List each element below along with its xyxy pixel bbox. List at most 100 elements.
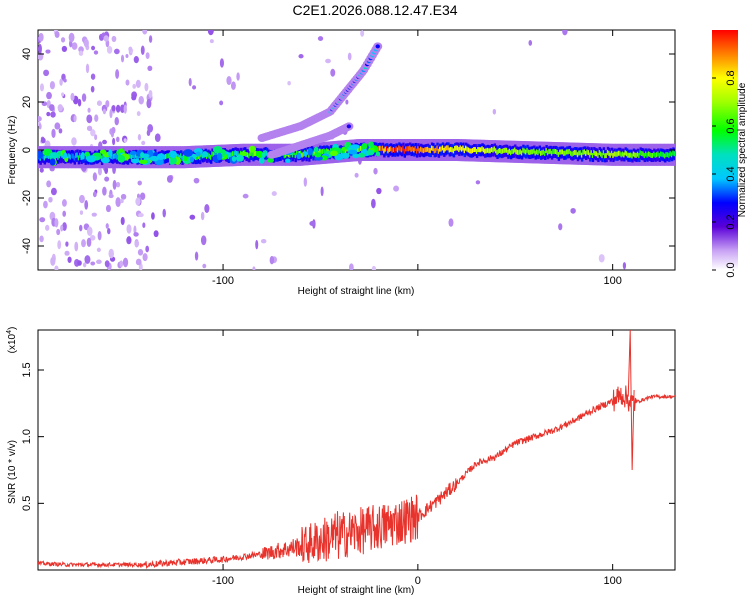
noise-speck	[119, 260, 124, 268]
band-core	[572, 150, 576, 156]
band-core	[665, 152, 668, 158]
band-core	[554, 149, 558, 155]
band-core	[519, 149, 522, 155]
noise-speck	[81, 239, 86, 248]
band-core	[564, 150, 567, 156]
band-core	[163, 154, 167, 160]
noise-speck	[134, 240, 140, 247]
noise-speck	[79, 210, 84, 215]
band-core	[559, 149, 562, 155]
spectrogram-xlabel: Height of straight line (km)	[298, 286, 415, 297]
x-tick-label: -100	[212, 575, 234, 587]
noise-speck	[54, 31, 60, 38]
band-core	[250, 150, 254, 156]
noise-speck	[86, 237, 92, 248]
band-core	[429, 148, 432, 154]
band-core	[623, 152, 626, 158]
band-blob	[94, 156, 100, 161]
noise-speck	[192, 85, 197, 90]
band-core	[582, 149, 585, 155]
band-core	[574, 150, 577, 156]
band-blob	[157, 153, 165, 160]
band-core	[568, 148, 572, 154]
band-blob	[375, 151, 381, 157]
band-core	[294, 153, 297, 159]
band-core	[321, 148, 325, 154]
band-core	[493, 146, 497, 152]
noise-speck	[60, 37, 66, 43]
band-core	[535, 149, 539, 155]
noise-speck	[90, 85, 95, 93]
band-core	[614, 151, 618, 157]
band-core	[664, 153, 667, 159]
band-core	[319, 148, 322, 154]
y-tick-label: -20	[21, 190, 33, 206]
band-core	[323, 148, 326, 154]
noise-speck	[79, 194, 85, 204]
band-core	[377, 146, 381, 152]
noise-speck	[151, 212, 155, 220]
x-tick-label: 100	[603, 575, 621, 587]
band-blob	[296, 152, 302, 160]
colorbar: 0.0 0.2 0.4 0.6 0.8 Normalized spectral ampl…	[712, 30, 748, 278]
band-blob	[303, 151, 308, 157]
noise-speck	[78, 50, 84, 56]
band-core	[293, 150, 296, 156]
band-core	[488, 148, 491, 154]
noise-speck	[107, 227, 111, 235]
noise-speck	[67, 256, 72, 263]
noise-speck	[347, 52, 352, 61]
x-tick-label: -100	[212, 275, 234, 287]
snr-spike	[627, 330, 635, 471]
noise-speck	[230, 81, 236, 90]
band-core	[137, 154, 141, 160]
band-core	[358, 147, 362, 153]
noise-speck	[492, 108, 497, 115]
noise-speck	[39, 235, 44, 243]
noise-speck	[141, 140, 146, 146]
band-core	[404, 146, 408, 152]
band-blob	[352, 153, 360, 159]
band-core	[534, 150, 537, 156]
band-core	[402, 145, 405, 151]
band-core	[458, 147, 461, 153]
band-blob	[113, 154, 119, 159]
noise-speck	[154, 133, 161, 142]
noise-speck	[77, 98, 82, 107]
band-core	[508, 148, 512, 154]
band-core	[231, 151, 235, 157]
band-core	[584, 151, 588, 157]
noise-speck	[38, 43, 42, 54]
band-core	[478, 147, 482, 153]
band-core	[209, 154, 213, 160]
band-core	[77, 155, 81, 161]
band-core	[212, 152, 216, 158]
snr-xlabel: Height of straight line (km)	[298, 585, 415, 596]
band-core	[434, 147, 438, 153]
band-core	[571, 151, 574, 157]
noise-speck	[58, 128, 63, 134]
noise-speck	[112, 137, 116, 146]
band-core	[69, 154, 72, 160]
band-core	[655, 152, 659, 158]
band-core	[563, 150, 566, 156]
band-core	[538, 148, 542, 154]
band-core	[445, 145, 449, 151]
noise-speck	[287, 81, 291, 86]
band-core	[642, 151, 645, 157]
noise-speck	[106, 45, 113, 54]
band-core	[632, 151, 636, 157]
band-blob	[101, 157, 110, 164]
band-core	[524, 149, 528, 155]
band-blob	[313, 146, 319, 154]
noise-speck	[96, 247, 101, 253]
noise-speck	[68, 32, 75, 43]
noise-speck	[269, 256, 275, 265]
noise-speck	[622, 262, 627, 270]
band-core	[609, 152, 612, 158]
noise-speck	[209, 39, 214, 44]
noise-speck	[371, 198, 376, 209]
noise-speck	[73, 115, 77, 123]
y-tick-label: -40	[21, 238, 33, 254]
band-core	[610, 150, 614, 156]
